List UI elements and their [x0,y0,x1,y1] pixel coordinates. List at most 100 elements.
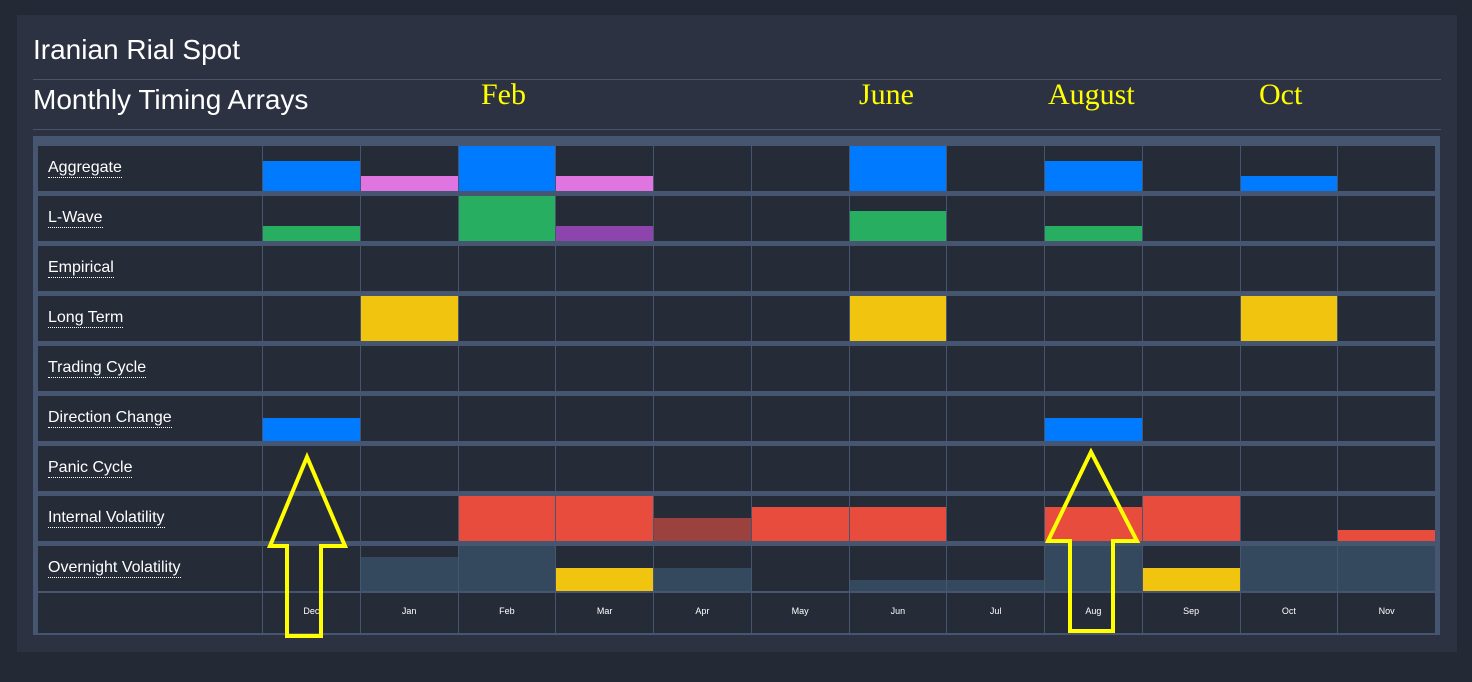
bar-aggregate-dec [263,161,360,191]
grid-cell [556,346,653,391]
grid-cell [1240,346,1338,391]
grid-cell [947,346,1044,391]
bar-aggregate-jun [849,146,947,191]
grid-cell [654,446,751,491]
grid-cell [1338,296,1435,341]
grid-cell [654,246,751,291]
bar-l-wave-jun [849,211,947,241]
annotation-june: June [859,78,914,111]
grid-cell [751,346,849,391]
grid-cell [1338,396,1435,441]
bar-internal-volatility-may [751,507,849,541]
row-label: Aggregate [48,159,122,178]
grid-cell [1338,246,1435,291]
grid-cell [1338,446,1435,491]
axis-cell [1142,593,1240,633]
grid-cell [654,196,751,241]
bar-internal-volatility-feb [458,496,556,541]
grid-cell [1142,246,1240,291]
grid-cell [360,346,458,391]
bar-internal-volatility-apr [654,518,751,541]
axis-cell [654,593,751,633]
bar-overnight-volatility-mar [556,568,653,591]
up-arrow-icon [1044,447,1141,633]
up-arrow-icon [267,451,349,638]
grid-cell [1045,246,1142,291]
row-label: Trading Cycle [48,359,147,378]
grid-cell [263,346,360,391]
grid-cell [751,546,849,591]
axis-cell [849,593,947,633]
bar-long-term-oct [1240,296,1338,341]
grid-cell [556,446,653,491]
grid-cell [360,246,458,291]
bar-overnight-volatility-jun [849,580,947,591]
divider [33,79,1441,80]
grid-cell [1338,346,1435,391]
grid-cell [654,146,751,191]
x-tick-label: Jun [890,606,906,616]
bar-long-term-jun [849,296,947,341]
axis-cell [556,593,653,633]
page-title: Iranian Rial Spot [33,34,241,65]
row-label-cell [38,496,262,541]
grid-cell [1045,346,1142,391]
grid-cell [458,446,556,491]
grid-cell [751,246,849,291]
x-tick-label: Nov [1378,606,1395,616]
grid-cell [1240,396,1338,441]
bar-overnight-volatility-jul [947,580,1044,591]
grid-cell [751,296,849,341]
x-tick-label: May [791,606,809,616]
bar-overnight-volatility-aug [1045,546,1142,591]
grid-cell [947,496,1044,541]
x-tick-label: Oct [1281,606,1296,616]
bar-aggregate-jan [360,176,458,191]
grid-cell [263,546,360,591]
grid-cell [1240,196,1338,241]
axis-cell [1045,593,1142,633]
grid-cell [947,246,1044,291]
grid-cell [1240,446,1338,491]
grid-cell [947,146,1044,191]
x-tick-label: Jul [989,606,1002,616]
x-tick-label: Mar [596,606,613,616]
bar-internal-volatility-mar [556,496,653,541]
bar-long-term-jan [360,296,458,341]
grid-cell [654,346,751,391]
row-label-cell [38,196,262,241]
grid-cell [458,346,556,391]
row-label-cell [38,546,262,591]
grid-cell [263,246,360,291]
grid-cell [1045,296,1142,341]
bar-direction-change-aug [1045,418,1142,441]
grid-cell [458,246,556,291]
grid-cell [1240,496,1338,541]
grid-cell [1338,196,1435,241]
bar-overnight-volatility-sep [1142,568,1240,591]
bar-l-wave-feb [458,196,556,241]
bar-aggregate-oct [1240,176,1338,191]
row-label-cell [38,346,262,391]
grid-cell [654,396,751,441]
grid-cell [360,496,458,541]
grid-cell [947,396,1044,441]
section-title: Monthly Timing Arrays [33,84,309,115]
row-label-cell [38,246,262,291]
bar-direction-change-dec [263,418,360,441]
row-label: L-Wave [48,209,103,228]
bar-internal-volatility-nov [1338,530,1435,541]
grid-cell [849,396,947,441]
grid-cell [1338,146,1435,191]
grid-cell [556,296,653,341]
axis-cell [1240,593,1338,633]
grid-cell [1142,446,1240,491]
x-tick-label: Jan [401,606,417,616]
row-label: Panic Cycle [48,459,133,478]
grid-cell [849,246,947,291]
axis-cell [263,593,360,633]
grid-cell [849,446,947,491]
grid-cell [751,196,849,241]
bar-aggregate-aug [1045,161,1142,191]
axis-cell [360,593,458,633]
